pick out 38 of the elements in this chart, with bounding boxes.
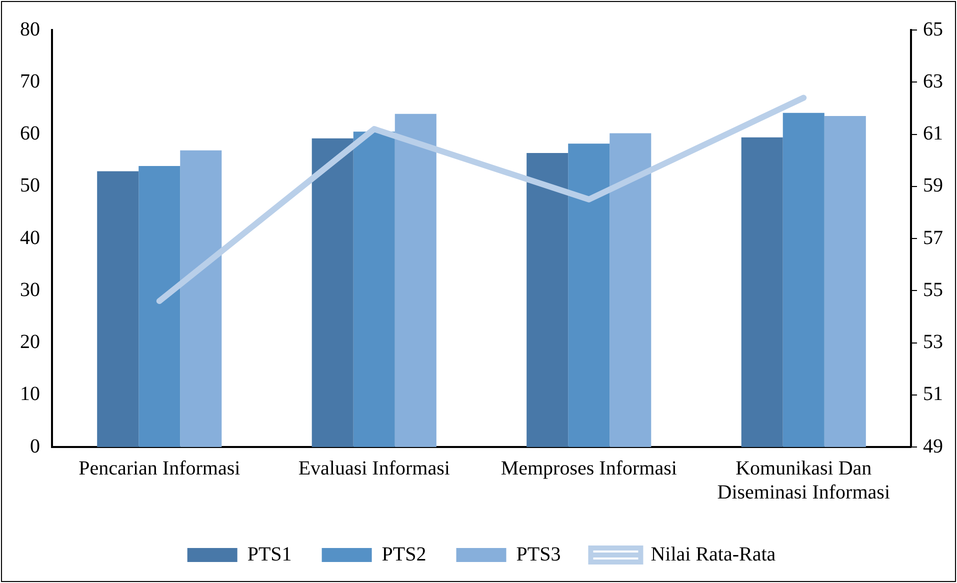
y2-tick-label: 49 bbox=[923, 435, 943, 458]
legend-label: PTS2 bbox=[382, 543, 426, 566]
y2-tick-label: 55 bbox=[923, 278, 943, 301]
y2-tick-label: 53 bbox=[923, 331, 943, 353]
x-tick-label: Evaluasi Informasi bbox=[298, 457, 450, 480]
y-tick-label: 30 bbox=[20, 278, 40, 301]
bar bbox=[138, 166, 180, 447]
bar bbox=[568, 144, 610, 447]
y-tick-label: 50 bbox=[20, 174, 40, 197]
y-tick-label: 60 bbox=[20, 122, 40, 144]
y-tick-label: 80 bbox=[20, 18, 40, 40]
x-tick-label: Memproses Informasi bbox=[500, 457, 678, 480]
bar bbox=[353, 132, 395, 447]
y-tick-label: 20 bbox=[20, 331, 40, 353]
legend-label: PTS3 bbox=[516, 543, 561, 566]
x-tick-label: Komunikasi Dan Diseminasi Informasi bbox=[717, 457, 890, 504]
bar bbox=[610, 133, 652, 447]
y-tick-label: 10 bbox=[20, 383, 40, 406]
bar bbox=[394, 114, 436, 447]
bar bbox=[526, 153, 568, 447]
bar bbox=[741, 137, 783, 447]
y2-tick-label: 51 bbox=[923, 383, 943, 406]
bar bbox=[312, 138, 354, 447]
y-tick-label: 70 bbox=[20, 70, 40, 92]
y2-tick-label: 59 bbox=[923, 174, 943, 197]
bar bbox=[782, 112, 824, 447]
legend-label: Nilai Rata-Rata bbox=[650, 543, 776, 566]
y2-tick-label: 65 bbox=[923, 18, 943, 40]
y-tick-label: 40 bbox=[20, 226, 40, 249]
bar bbox=[180, 150, 222, 447]
legend-label: PTS1 bbox=[247, 543, 292, 566]
y2-tick-label: 57 bbox=[923, 226, 943, 249]
bar bbox=[97, 171, 139, 447]
y2-tick-label: 61 bbox=[923, 122, 943, 144]
x-tick-label: Pencarian Informasi bbox=[78, 457, 241, 480]
bar bbox=[824, 116, 866, 447]
y2-tick-label: 63 bbox=[923, 70, 943, 92]
y-tick-label: 0 bbox=[30, 435, 40, 458]
